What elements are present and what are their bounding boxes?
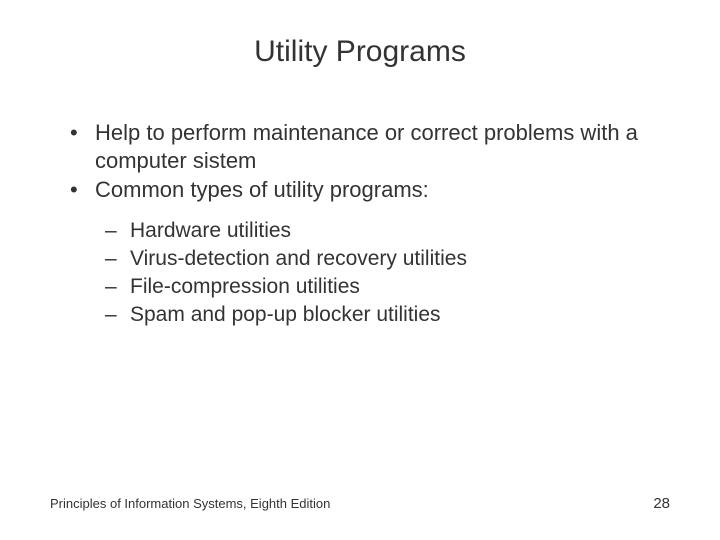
sub-bullet-list: Hardware utilities Virus-detection and r… xyxy=(50,218,670,329)
bullet-item: Common types of utility programs: xyxy=(70,176,670,204)
bullet-item: Help to perform maintenance or correct p… xyxy=(70,119,670,174)
footer-text: Principles of Information Systems, Eight… xyxy=(50,496,330,511)
slide-footer: Principles of Information Systems, Eight… xyxy=(50,495,670,512)
page-number: 28 xyxy=(653,495,670,512)
sub-bullet-item: Hardware utilities xyxy=(105,218,670,244)
sub-bullet-item: Virus-detection and recovery utilities xyxy=(105,246,670,272)
sub-bullet-item: Spam and pop-up blocker utilities xyxy=(105,302,670,328)
main-bullet-list: Help to perform maintenance or correct p… xyxy=(50,119,670,204)
slide-container: Utility Programs Help to perform mainten… xyxy=(0,0,720,540)
sub-bullet-item: File-compression utilities xyxy=(105,274,670,300)
slide-title: Utility Programs xyxy=(50,35,670,69)
